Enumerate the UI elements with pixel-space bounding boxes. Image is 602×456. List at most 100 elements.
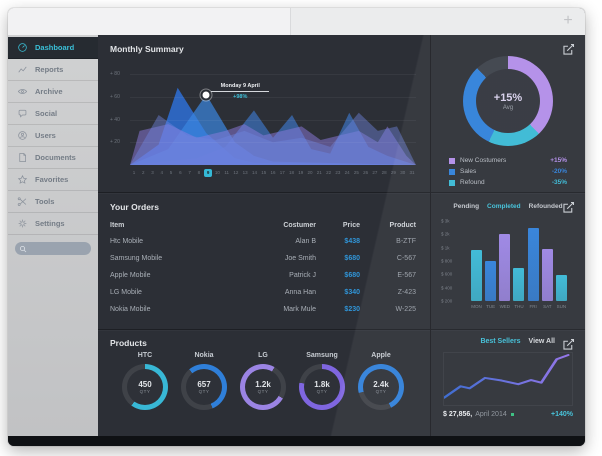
sidebar-item-label: Settings — [35, 219, 65, 228]
sidebar-search[interactable] — [15, 242, 91, 255]
bar-wed — [499, 234, 511, 301]
favorites-icon — [17, 174, 28, 184]
legend-item: Refound -35% — [449, 177, 567, 188]
y-axis-label: + 60 — [110, 93, 120, 100]
green-indicator — [510, 413, 514, 416]
sidebar-item-label: Archive — [35, 87, 63, 96]
bar-x-label-mon: MON — [471, 304, 482, 309]
column-header-price: Price — [342, 221, 360, 229]
tooltip-value: +98% — [233, 93, 248, 100]
bar-y-label: $ 400 — [441, 285, 453, 291]
day-label-14: 14 — [251, 170, 257, 175]
product-name: Samsung — [306, 352, 338, 359]
edit-icon[interactable] — [562, 201, 575, 214]
legend-swatch — [449, 157, 455, 164]
order-item: Htc Mobile — [110, 238, 144, 245]
product-unit: QTY — [375, 389, 387, 394]
product-qty: 1.2k — [255, 380, 271, 389]
order-product: B-ZTF — [396, 238, 416, 245]
sidebar-item-dashboard[interactable]: Dashboard — [8, 37, 98, 59]
tooltip-label: Monday 9 April — [211, 83, 270, 92]
product-name: Nokia — [194, 352, 214, 359]
order-item: Nokia Mobile — [110, 306, 151, 313]
sidebar-item-settings[interactable]: Settings — [8, 213, 98, 235]
table-row[interactable]: LG Mobile Anna Han $340 Z-423 — [110, 284, 416, 301]
y-axis-label: + 40 — [110, 116, 120, 123]
grid-line — [130, 142, 416, 144]
day-label-22: 22 — [326, 170, 332, 175]
sidebar-item-favorites[interactable]: Favorites — [8, 169, 98, 191]
table-row[interactable]: Htc Mobile Alan B $438 B-ZTF — [110, 233, 416, 250]
your-orders-panel: Your Orders Item Costumer Price Product Htc … — [98, 193, 430, 330]
product-gauge-nokia: Nokia 657 QTY — [177, 352, 231, 410]
day-label-7: 7 — [188, 170, 191, 175]
sidebar-item-documents[interactable]: Documents — [8, 147, 98, 169]
sidebar-item-reports[interactable]: Reports — [8, 59, 98, 81]
sidebar-item-social[interactable]: Social — [8, 103, 98, 125]
column-header-costumer: Costumer — [283, 221, 316, 229]
day-label-10: 10 — [214, 170, 220, 175]
bar-y-label: $ 2k — [441, 231, 450, 237]
settings-icon — [18, 219, 27, 228]
bar-sun — [555, 275, 567, 301]
bar-y-label: $ 800 — [441, 258, 453, 264]
sidebar-item-archive[interactable]: Archive — [8, 81, 98, 103]
order-price: $680 — [344, 255, 360, 262]
sidebar-item-label: Dashboard — [35, 43, 75, 52]
search-icon — [20, 245, 27, 252]
bar-fri — [527, 227, 539, 301]
tab-pending[interactable]: Pending — [453, 203, 480, 210]
best-sellers-link[interactable]: Best Sellers — [480, 338, 521, 345]
sidebar-item-users[interactable]: Users — [8, 125, 98, 147]
gauge-ring: 657 QTY — [181, 364, 227, 410]
sidebar-item-tools[interactable]: Tools — [8, 191, 98, 213]
search-input[interactable] — [27, 245, 87, 252]
bar-mon — [471, 249, 482, 301]
avg-donut-chart: +15% Avg — [463, 56, 553, 146]
view-all-link[interactable]: View All — [528, 338, 555, 345]
grid-line — [130, 119, 416, 121]
edit-icon[interactable] — [562, 338, 575, 351]
table-row[interactable]: Samsung Mobile Joe Smith $680 C-567 — [110, 250, 416, 267]
order-price: $230 — [344, 306, 360, 313]
tab-refounded[interactable]: Refounded — [528, 203, 563, 210]
browser-top-bar: + — [8, 8, 585, 35]
legend-value: -35% — [551, 179, 567, 186]
legend-item: New Costumers +15% — [449, 155, 567, 166]
table-row[interactable]: Apple Mobile Patrick J $680 E-567 — [110, 267, 416, 284]
product-unit: QTY — [139, 389, 151, 394]
dashboard-icon — [18, 43, 27, 52]
legend-label: Refound — [460, 179, 485, 186]
sellers-period: April 2014 — [475, 411, 507, 418]
day-label-16: 16 — [270, 170, 276, 175]
day-label-21: 21 — [316, 170, 322, 175]
product-unit: QTY — [316, 389, 328, 394]
reports-icon — [18, 66, 27, 73]
day-label-9: 9 — [204, 169, 213, 177]
sidebar: Dashboard Reports Archive Social Users Docume… — [8, 35, 98, 436]
monthly-x-axis: 1 2 3 4 5 6 7 8 9 10 11 12 13 14 15 16 17 18 19 20 21 22 23 24 2… — [130, 169, 416, 177]
edit-icon[interactable] — [562, 43, 575, 56]
bar-x-label-thu: THU — [514, 304, 524, 309]
order-costumer: Alan B — [295, 238, 316, 245]
order-product: C-567 — [396, 255, 416, 262]
product-qty: 657 — [197, 380, 211, 389]
order-price: $438 — [344, 238, 360, 245]
order-costumer: Patrick J — [289, 272, 316, 279]
sellers-change: +140% — [551, 411, 573, 418]
table-row[interactable]: Nokia Mobile Mark Mule $230 W-225 — [110, 301, 416, 318]
bar-x-label-sun: SUN — [556, 304, 567, 309]
tab-completed[interactable]: Completed — [487, 203, 521, 210]
legend-swatch — [449, 168, 455, 175]
active-tab-area[interactable] — [8, 8, 291, 35]
legend-label: Sales — [460, 168, 477, 175]
bar-tue — [485, 261, 497, 301]
order-price: $680 — [344, 272, 360, 279]
donut-center-value: +15% — [493, 91, 523, 104]
day-label-20: 20 — [307, 170, 313, 175]
product-unit: QTY — [257, 389, 269, 394]
monthly-area-chart: Monday 9 April +98% + 80 + 60 + 40 + 20 — [110, 65, 416, 165]
day-label-8: 8 — [197, 170, 201, 175]
new-tab-button[interactable]: + — [563, 12, 573, 29]
users-icon — [18, 131, 27, 140]
